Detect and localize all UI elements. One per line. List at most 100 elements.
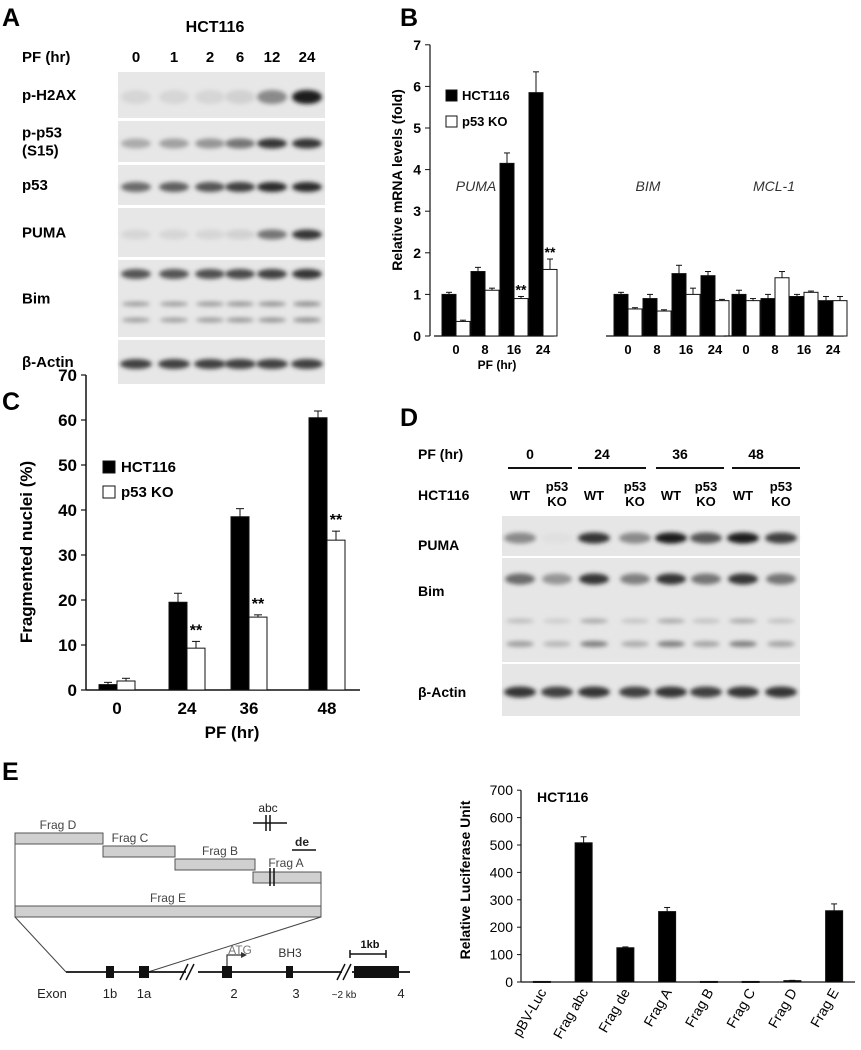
panel-a-band <box>292 90 322 104</box>
panel-d-row-label: β-Actin <box>418 684 466 700</box>
panel-b-ytick: 3 <box>413 203 421 219</box>
panel-d-lane-label: WT <box>584 488 604 503</box>
panel-e-diagram: Frag D Frag C Frag B Frag A abc de Frag … <box>14 782 855 1042</box>
panel-a-band <box>225 182 255 192</box>
panel-c-ylabel: Fragmented nuclei (%) <box>17 461 36 643</box>
panel-b-ytick: 2 <box>413 245 421 261</box>
frag-c-label: Frag C <box>112 831 149 845</box>
panel-a-band <box>195 229 225 240</box>
panel-a-band <box>158 359 190 369</box>
panel-b-bar <box>613 293 629 337</box>
scale-label: 1kb <box>361 939 380 951</box>
frag-abc-label: abc <box>258 801 277 815</box>
panel-a-band <box>257 229 287 240</box>
panel-e-xtick: Frag B <box>682 986 717 1030</box>
exon-2-box <box>222 966 232 978</box>
panel-c-legend-swatch <box>102 485 116 499</box>
panel-e-xtick: Frag abc <box>550 986 591 1042</box>
panel-c-bar <box>98 684 118 691</box>
panel-e-bar <box>574 842 593 983</box>
atg-label: ATG <box>228 943 252 957</box>
panel-c-bar <box>248 616 268 691</box>
panel-d-band <box>656 573 686 585</box>
exon-3-box <box>286 966 293 978</box>
panel-d-blot-strip <box>502 558 800 662</box>
atg-arrow <box>226 954 241 966</box>
panel-a-timepoint-label: PF (hr) <box>22 49 70 66</box>
panel-e-bar <box>741 980 760 983</box>
panel-c-xtick: 48 <box>318 699 337 718</box>
panel-d-band <box>504 686 536 698</box>
panel-a-band <box>258 317 286 323</box>
panel-c-ytick: 10 <box>58 636 77 655</box>
panel-e-ytick: 300 <box>490 892 514 908</box>
panel-b-bar <box>685 293 701 337</box>
frag-c-box <box>102 845 176 858</box>
panel-a-timepoint: 6 <box>236 49 244 66</box>
panel-d-band <box>728 573 758 585</box>
panel-d-band <box>657 641 685 647</box>
panel-d-band <box>506 618 534 624</box>
panel-e-xtick: Frag C <box>723 986 758 1031</box>
panel-a-band <box>120 359 152 369</box>
panel-d-lane-label-2: KO <box>696 494 716 509</box>
panel-b-bar <box>470 271 486 337</box>
panel-b-bar <box>455 320 471 337</box>
panel-d-timepoint: 0 <box>526 446 534 462</box>
panel-d-band <box>542 573 572 585</box>
panel-e-bar <box>616 947 635 983</box>
panel-a-band <box>160 301 188 307</box>
panel-d-band <box>578 532 610 544</box>
panel-letter-b: B <box>400 4 418 32</box>
panel-b-bar <box>700 275 716 337</box>
panel-d-band <box>543 618 571 624</box>
panel-b-bar <box>731 293 747 337</box>
panel-d-band <box>619 686 651 698</box>
panel-b-legend-label: p53 KO <box>462 114 508 129</box>
panel-a-band <box>121 269 151 279</box>
panel-a-row-label: p-H2AX <box>22 87 76 104</box>
panel-a-band <box>159 182 189 192</box>
exon-title: Exon <box>37 986 67 1001</box>
panel-a-band <box>194 359 226 369</box>
panel-d-lane-label: p53 <box>624 479 646 494</box>
panel-d-band <box>505 573 535 585</box>
panel-e-ytick: 400 <box>490 864 514 880</box>
panel-letter-d: D <box>400 404 418 432</box>
panel-a-band <box>195 182 225 192</box>
panel-b-bar <box>528 92 544 337</box>
panel-d-lane-label: p53 <box>695 479 717 494</box>
panel-b-legend-swatch <box>445 89 458 102</box>
panel-e-xtick: pBV-Luc <box>509 986 549 1040</box>
panel-a-band <box>292 182 322 192</box>
exon-3-label: 3 <box>292 986 299 1001</box>
exon-2-label: 2 <box>230 986 237 1001</box>
panel-a-band <box>225 138 255 149</box>
panel-a-band <box>292 269 322 279</box>
panel-d-band <box>729 641 757 647</box>
panel-d-lane-label: p53 <box>770 479 792 494</box>
panel-a-western-blot: HCT116 PF (hr) 0 1 2 6 12 24 p-H2AXp-p53(S15)… <box>22 19 325 384</box>
panel-a-band <box>121 138 151 149</box>
frag-e-label: Frag E <box>150 891 186 905</box>
panel-a-band <box>257 182 287 192</box>
exon-4-box <box>354 966 399 978</box>
panel-e-bar <box>825 910 844 983</box>
panel-a-band <box>226 317 254 323</box>
panel-b-ylabel: Relative mRNA levels (fold) <box>389 89 405 271</box>
panel-d-lane-label: WT <box>510 488 530 503</box>
panel-b-bar <box>441 293 457 337</box>
panel-a-row-label: p53 <box>22 177 48 194</box>
panel-d-band <box>692 618 720 624</box>
panel-b-bar <box>513 298 529 337</box>
panel-c-bar <box>116 680 136 691</box>
panel-a-timepoint: 0 <box>132 49 140 66</box>
panel-b-bar <box>714 300 730 337</box>
panel-b-bar <box>818 300 834 337</box>
exon-4-label: 4 <box>397 986 404 1001</box>
panel-c-xtick: 0 <box>112 699 121 718</box>
panel-b-xtick: 8 <box>771 342 778 357</box>
panel-a-band <box>159 229 189 240</box>
panel-b-bar <box>774 277 790 337</box>
panel-b-bar <box>671 273 687 337</box>
